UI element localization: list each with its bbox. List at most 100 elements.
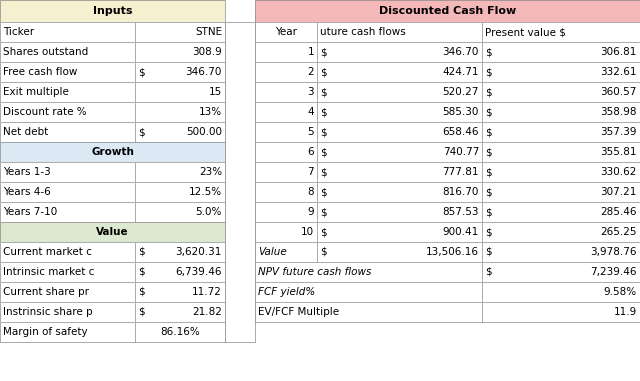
Text: $: $ (320, 247, 326, 257)
Bar (0, 0, 225, 22)
Bar (317, 82, 482, 102)
Text: 307.21: 307.21 (600, 187, 637, 197)
Text: 5: 5 (307, 127, 314, 137)
Bar (482, 302, 640, 322)
Bar (317, 22, 482, 42)
Bar (135, 322, 225, 342)
Bar (482, 202, 640, 222)
Bar (0, 122, 135, 142)
Bar (0, 322, 135, 342)
Text: Present value $: Present value $ (485, 27, 566, 37)
Text: $: $ (320, 167, 326, 177)
Bar (255, 302, 482, 322)
Bar (0, 242, 135, 262)
Text: 13,506.16: 13,506.16 (426, 247, 479, 257)
Text: $: $ (485, 147, 492, 157)
Bar (0, 282, 135, 302)
Bar (482, 42, 640, 62)
Text: $: $ (320, 87, 326, 97)
Bar (255, 0, 640, 22)
Text: Instrinsic share p: Instrinsic share p (3, 307, 93, 317)
Bar (0, 62, 135, 82)
Text: $: $ (320, 127, 326, 137)
Bar (135, 302, 225, 322)
Text: 816.70: 816.70 (443, 187, 479, 197)
Bar (317, 102, 482, 122)
Bar (135, 202, 225, 222)
Bar (135, 102, 225, 122)
Bar (255, 242, 317, 262)
Text: $: $ (485, 87, 492, 97)
Text: FCF yield%: FCF yield% (258, 287, 316, 297)
Bar (482, 102, 640, 122)
Bar (0, 322, 135, 342)
Bar (0, 62, 135, 82)
Text: $: $ (138, 67, 145, 77)
Bar (0, 82, 135, 102)
Bar (482, 22, 640, 42)
Bar (482, 42, 640, 62)
Text: 857.53: 857.53 (442, 207, 479, 217)
Text: Growth: Growth (91, 147, 134, 157)
Bar (255, 182, 317, 202)
Bar (255, 242, 317, 262)
Text: $: $ (485, 227, 492, 237)
Text: Ticker: Ticker (3, 27, 34, 37)
Text: uture cash flows: uture cash flows (320, 27, 406, 37)
Text: Years 4-6: Years 4-6 (3, 187, 51, 197)
Text: 520.27: 520.27 (443, 87, 479, 97)
Bar (135, 22, 225, 42)
Text: 500.00: 500.00 (186, 127, 222, 137)
Text: Year: Year (275, 27, 297, 37)
Text: $: $ (138, 127, 145, 137)
Bar (482, 202, 640, 222)
Bar (255, 302, 482, 322)
Text: 23%: 23% (199, 167, 222, 177)
Bar (0, 262, 135, 282)
Bar (317, 222, 482, 242)
Bar (482, 162, 640, 182)
Bar (0, 262, 135, 282)
Bar (0, 202, 135, 222)
Text: $: $ (485, 247, 492, 257)
Text: 6,739.46: 6,739.46 (175, 267, 222, 277)
Text: $: $ (485, 167, 492, 177)
Text: 8: 8 (307, 187, 314, 197)
Text: $: $ (485, 107, 492, 117)
Text: $: $ (485, 187, 492, 197)
Bar (255, 82, 317, 102)
Bar (317, 142, 482, 162)
Bar (317, 62, 482, 82)
Text: 4: 4 (307, 107, 314, 117)
Bar (482, 222, 640, 242)
Bar (135, 262, 225, 282)
Text: 9: 9 (307, 207, 314, 217)
Bar (255, 282, 482, 302)
Bar (0, 102, 135, 122)
Bar (0, 182, 135, 202)
Text: Net debt: Net debt (3, 127, 48, 137)
Bar (482, 242, 640, 262)
Text: 330.62: 330.62 (600, 167, 637, 177)
Bar (317, 202, 482, 222)
Bar (317, 242, 482, 262)
Text: 11.9: 11.9 (614, 307, 637, 317)
Bar (135, 62, 225, 82)
Bar (135, 62, 225, 82)
Text: $: $ (138, 307, 145, 317)
Bar (255, 162, 317, 182)
Text: 900.41: 900.41 (443, 227, 479, 237)
Bar (0, 22, 135, 42)
Text: 740.77: 740.77 (443, 147, 479, 157)
Bar (135, 242, 225, 262)
Text: 3,620.31: 3,620.31 (175, 247, 222, 257)
Bar (317, 222, 482, 242)
Bar (255, 22, 317, 42)
Bar (135, 182, 225, 202)
Bar (317, 122, 482, 142)
Bar (135, 122, 225, 142)
Text: Exit multiple: Exit multiple (3, 87, 69, 97)
Bar (482, 62, 640, 82)
Bar (255, 42, 317, 62)
Bar (482, 142, 640, 162)
